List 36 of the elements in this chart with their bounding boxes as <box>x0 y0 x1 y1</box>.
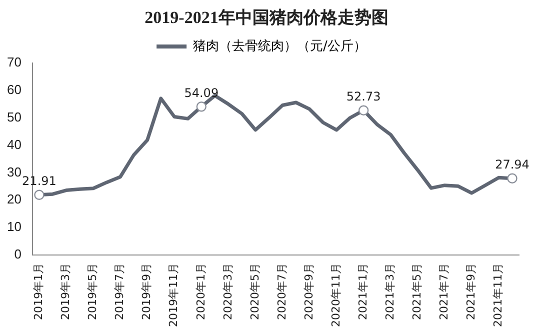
data-label: 21.91 <box>22 174 56 188</box>
point <box>196 102 206 112</box>
point <box>358 105 369 116</box>
x-tick-label: 2020年7月 <box>275 263 288 320</box>
x-tick-label: 2020年11月 <box>329 263 342 328</box>
data-label: 27.94 <box>495 157 530 172</box>
y-tick-label: 50 <box>6 109 22 124</box>
chart-title: 2019-2021年中国猪肉价格走势图 <box>144 7 390 29</box>
data-label: 52.73 <box>346 89 381 104</box>
y-tick-label: 20 <box>6 192 22 207</box>
x-tick-label: 2019年7月 <box>113 263 126 320</box>
point <box>507 173 518 184</box>
x-tick-label: 2020年9月 <box>302 263 316 320</box>
x-tick-label: 2021年7月 <box>438 263 451 320</box>
y-tick-label: 60 <box>6 82 22 98</box>
legend-label: 猪肉（去骨统肉）（元/公斤） <box>193 38 366 54</box>
x-tick-label: 2019年9月 <box>140 263 154 320</box>
x-tick-label: 2021年9月 <box>464 263 478 320</box>
data-label: 54.09 <box>184 86 219 100</box>
x-tick-label: 2020年3月 <box>221 263 234 320</box>
y-tick-label: 30 <box>6 164 22 180</box>
y-tick-label: 10 <box>6 219 22 234</box>
x-tick-label: 2019年11月 <box>167 263 180 328</box>
x-tick-label: 2019年1月 <box>32 263 46 320</box>
point <box>34 190 44 200</box>
x-tick-label: 2021年1月 <box>356 263 370 320</box>
y-tick-label: 70 <box>6 54 22 70</box>
x-tick-label: 2020年1月 <box>194 263 208 320</box>
x-tick-label: 2019年3月 <box>59 263 72 320</box>
x-tick-label: 2020年5月 <box>248 263 262 320</box>
x-tick-label: 2021年5月 <box>410 263 424 320</box>
y-tick-label: 0 <box>14 246 22 262</box>
x-tick-label: 2021年3月 <box>383 263 396 320</box>
x-tick-label: 2019年5月 <box>86 263 100 320</box>
x-tick-label: 2021年11月 <box>492 263 505 328</box>
y-tick-label: 40 <box>6 136 22 152</box>
